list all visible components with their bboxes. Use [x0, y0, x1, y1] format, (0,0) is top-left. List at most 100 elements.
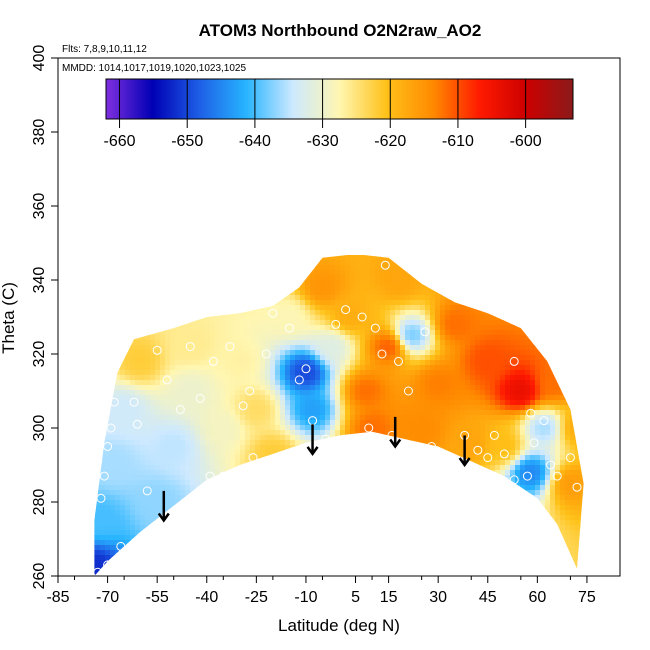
heatmap-cell	[400, 560, 406, 566]
heatmap-cell	[165, 540, 171, 546]
heatmap-cell	[385, 345, 391, 351]
heatmap-cell	[260, 510, 266, 516]
heatmap-cell	[425, 265, 431, 271]
heatmap-cell	[95, 300, 101, 306]
heatmap-cell	[190, 305, 196, 311]
heatmap-cell	[300, 290, 306, 296]
heatmap-cell	[345, 495, 351, 501]
heatmap-cell	[160, 355, 166, 361]
heatmap-cell	[155, 370, 161, 376]
heatmap-cell	[275, 565, 281, 571]
heatmap-cell	[315, 570, 321, 576]
heatmap-cell	[400, 345, 406, 351]
heatmap-cell	[94, 260, 96, 266]
heatmap-cell	[230, 560, 236, 566]
heatmap-cell	[60, 380, 66, 386]
heatmap-cell	[230, 515, 236, 521]
heatmap-cell	[185, 505, 191, 511]
heatmap-cell	[65, 325, 71, 331]
heatmap-cell	[380, 455, 386, 461]
heatmap-cell	[370, 475, 376, 481]
heatmap-cell	[355, 370, 361, 376]
heatmap-cell	[170, 435, 176, 441]
heatmap-cell	[370, 300, 376, 306]
heatmap-cell	[160, 325, 166, 331]
heatmap-cell	[235, 550, 241, 556]
heatmap-cell	[310, 395, 316, 401]
heatmap-cell	[215, 295, 221, 301]
heatmap-cell	[390, 505, 396, 511]
heatmap-cell	[335, 340, 341, 346]
heatmap-cell	[315, 460, 321, 466]
heatmap-cell	[220, 320, 226, 326]
heatmap-cell	[94, 505, 96, 511]
heatmap-cell	[270, 525, 276, 531]
heatmap-cell	[115, 420, 121, 426]
heatmap-cell	[280, 445, 286, 451]
heatmap-cell	[385, 570, 391, 576]
heatmap-cell	[75, 430, 81, 436]
heatmap-cell	[125, 525, 131, 531]
heatmap-cell	[375, 460, 381, 466]
heatmap-cell	[215, 395, 221, 401]
heatmap-cell	[145, 370, 151, 376]
heatmap-cell	[155, 430, 161, 436]
heatmap-cell	[220, 260, 226, 266]
heatmap-cell	[95, 495, 101, 501]
heatmap-cell	[425, 570, 431, 576]
heatmap-cell	[385, 275, 391, 281]
heatmap-cell	[160, 295, 166, 301]
heatmap-cell	[400, 385, 406, 391]
heatmap-cell	[435, 515, 441, 521]
heatmap-cell	[355, 310, 361, 316]
heatmap-cell	[75, 455, 81, 461]
heatmap-cell	[95, 320, 101, 326]
heatmap-cell	[185, 295, 191, 301]
heatmap-cell	[150, 275, 156, 281]
heatmap-cell	[410, 550, 416, 556]
heatmap-cell	[155, 510, 161, 516]
heatmap-cell	[200, 560, 206, 566]
heatmap-cell	[205, 500, 211, 506]
heatmap-cell	[385, 350, 391, 356]
heatmap-cell	[235, 355, 241, 361]
heatmap-cell	[165, 545, 171, 551]
heatmap-cell	[170, 440, 176, 446]
heatmap-cell	[130, 375, 136, 381]
heatmap-cell	[315, 485, 321, 491]
heatmap-cell	[270, 445, 276, 451]
heatmap-cell	[320, 340, 326, 346]
heatmap-cell	[395, 460, 401, 466]
heatmap-cell	[120, 330, 126, 336]
heatmap-cell	[240, 330, 246, 336]
heatmap-cell	[240, 380, 246, 386]
heatmap-cell	[205, 290, 211, 296]
heatmap-cell	[230, 380, 236, 386]
heatmap-cell	[340, 515, 346, 521]
heatmap-cell	[405, 400, 411, 406]
heatmap-cell	[85, 420, 91, 426]
heatmap-cell	[345, 390, 351, 396]
heatmap-cell	[330, 500, 336, 506]
heatmap-cell	[305, 320, 311, 326]
heatmap-cell	[305, 355, 311, 361]
heatmap-cell	[95, 325, 101, 331]
heatmap-cell	[345, 290, 351, 296]
heatmap-cell	[225, 455, 231, 461]
heatmap-cell	[175, 375, 181, 381]
heatmap-cell	[225, 255, 231, 261]
heatmap-cell	[295, 255, 301, 261]
heatmap-cell	[365, 470, 371, 476]
heatmap-cell	[335, 285, 341, 291]
heatmap-cell	[425, 550, 431, 556]
heatmap-cell	[390, 325, 396, 331]
heatmap-cell	[230, 265, 236, 271]
heatmap-cell	[230, 465, 236, 471]
heatmap-cell	[360, 385, 366, 391]
heatmap-cell	[300, 445, 306, 451]
heatmap-cell	[300, 475, 306, 481]
heatmap-cell	[205, 255, 211, 261]
heatmap-cell	[170, 285, 176, 291]
heatmap-cell	[205, 415, 211, 421]
heatmap-cell	[125, 500, 131, 506]
